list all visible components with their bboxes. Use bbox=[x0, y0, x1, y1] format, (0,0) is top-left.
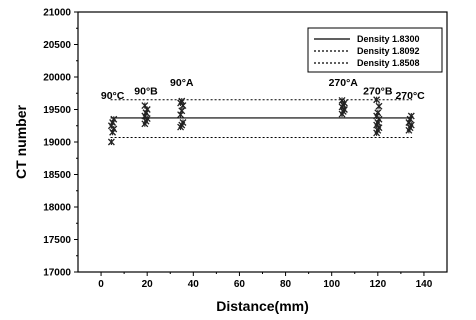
annotation-label: 90°A bbox=[170, 77, 194, 89]
data-point bbox=[373, 96, 381, 104]
y-tick-label: 17500 bbox=[43, 235, 71, 246]
annotation-label: 270°C bbox=[395, 90, 425, 102]
data-point bbox=[110, 115, 118, 123]
y-tick-label: 20000 bbox=[43, 73, 71, 84]
x-tick-label: 140 bbox=[416, 279, 433, 290]
data-point bbox=[178, 97, 186, 105]
y-tick-label: 18000 bbox=[43, 203, 71, 214]
y-tick-label: 21000 bbox=[43, 8, 71, 19]
x-tick-label: 0 bbox=[98, 279, 104, 290]
y-tick-label: 19000 bbox=[43, 138, 71, 149]
x-tick-label: 120 bbox=[369, 279, 386, 290]
annotation-label: 90°B bbox=[134, 86, 158, 98]
data-point bbox=[407, 112, 415, 120]
legend-box bbox=[307, 27, 443, 73]
y-tick-label: 19500 bbox=[43, 105, 71, 116]
legend-entry-label: Density 1.8300 bbox=[357, 34, 420, 44]
y-tick-label: 17000 bbox=[43, 268, 71, 279]
y-axis-title: CT number bbox=[13, 105, 29, 179]
y-tick-label: 20500 bbox=[43, 40, 71, 51]
legend-entry-label: Density 1.8092 bbox=[357, 46, 420, 56]
data-point bbox=[338, 96, 346, 104]
data-point bbox=[375, 102, 383, 110]
x-tick-label: 60 bbox=[234, 279, 246, 290]
data-point bbox=[107, 138, 115, 146]
x-tick-label: 80 bbox=[280, 279, 292, 290]
annotation-label: 90°C bbox=[101, 90, 125, 102]
annotation-label: 270°A bbox=[329, 77, 359, 89]
y-tick-label: 18500 bbox=[43, 170, 71, 181]
data-point bbox=[179, 119, 187, 126]
data-point bbox=[141, 102, 149, 110]
x-tick-label: 40 bbox=[188, 279, 200, 290]
data-point bbox=[178, 107, 186, 115]
annotation-label: 270°B bbox=[363, 86, 393, 98]
data-point bbox=[374, 109, 382, 117]
x-axis-title: Distance(mm) bbox=[216, 298, 309, 314]
x-tick-label: 100 bbox=[323, 279, 340, 290]
x-tick-label: 20 bbox=[142, 279, 154, 290]
legend-entry-label: Density 1.8508 bbox=[357, 58, 420, 68]
